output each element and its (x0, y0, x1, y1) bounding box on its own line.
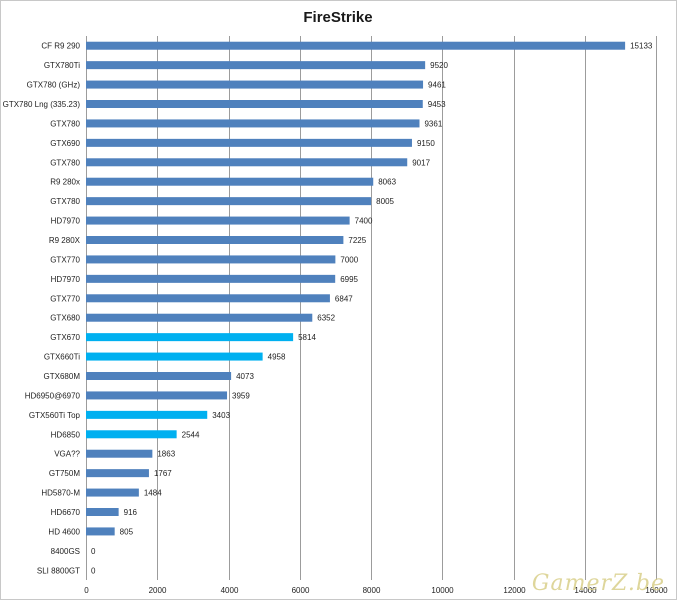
value-label: 6352 (317, 314, 335, 323)
value-label: 9520 (430, 61, 448, 70)
category-label: GT750M (49, 469, 80, 478)
x-tick-label: 12000 (503, 586, 526, 595)
bar (86, 177, 374, 186)
value-label: 3959 (232, 391, 250, 400)
bar (86, 119, 420, 128)
value-label: 9361 (424, 119, 442, 128)
x-tick-label: 16000 (645, 586, 668, 595)
bar (86, 216, 350, 225)
category-label: R9 280x (50, 178, 80, 187)
bar (86, 527, 115, 536)
category-label: HD7970 (51, 275, 81, 284)
category-label: HD6950@6970 (25, 391, 81, 400)
x-tick-label: 6000 (292, 586, 310, 595)
category-label: GTX680M (44, 372, 81, 381)
bar (86, 430, 177, 439)
value-label: 7000 (340, 255, 358, 264)
bar (86, 61, 426, 70)
value-label: 7400 (355, 217, 373, 226)
category-label: HD 4600 (48, 527, 80, 536)
gridlines (86, 36, 657, 580)
category-label: HD5870-M (41, 489, 80, 498)
category-label: HD7970 (51, 217, 81, 226)
bar (86, 274, 336, 283)
value-label: 805 (120, 527, 134, 536)
category-label: GTX560Ti Top (29, 411, 81, 420)
value-label: 0 (91, 547, 96, 556)
bar (86, 391, 228, 400)
bar (86, 508, 119, 516)
value-label: 2544 (182, 430, 200, 439)
bar (86, 372, 232, 380)
x-axis-ticks: 0 2000 4000 6000 8000 10000 12000 14000 16000 (84, 586, 668, 595)
bar (86, 197, 372, 206)
category-label: GTX770 (50, 255, 80, 264)
category-label: CF R9 290 (41, 42, 80, 51)
bar (86, 410, 208, 419)
bar (86, 100, 423, 108)
value-label: 7225 (348, 236, 366, 245)
category-label: VGA?? (54, 450, 80, 459)
value-label: 8005 (376, 197, 394, 206)
value-label: 9150 (417, 139, 435, 148)
bar (86, 255, 336, 264)
value-label: 3403 (212, 411, 230, 420)
bar (86, 488, 139, 497)
bar (86, 138, 412, 147)
value-label: 1767 (154, 469, 172, 478)
value-label: 6847 (335, 294, 353, 303)
category-label: GTX670 (50, 333, 80, 342)
bar (86, 294, 330, 303)
value-labels: 15133 9520 9461 9453 9361 9150 9017 8063 8005 740… (91, 42, 653, 576)
x-tick-label: 8000 (363, 586, 381, 595)
category-label: GTX780 (GHz) (27, 81, 81, 90)
value-label: 8063 (378, 178, 396, 187)
x-tick-label: 2000 (149, 586, 167, 595)
category-label: GTX780 Lng (335.23) (3, 100, 81, 109)
bars (86, 41, 626, 536)
category-label: 8400GS (51, 547, 80, 556)
bar (86, 469, 149, 478)
bar (86, 333, 294, 342)
value-label: 916 (124, 508, 138, 517)
value-label: 6995 (340, 275, 358, 284)
x-tick-label: 0 (84, 586, 89, 595)
category-label: HD6850 (51, 430, 81, 439)
value-label: 9017 (412, 158, 430, 167)
value-label: 15133 (630, 42, 653, 51)
chart-title: FireStrike (303, 9, 372, 26)
value-label: 4073 (236, 372, 254, 381)
category-label: GTX780 (50, 119, 80, 128)
value-label: 4958 (268, 353, 286, 362)
bar (86, 80, 424, 89)
bar (86, 236, 344, 244)
category-label: GTX660Ti (44, 353, 80, 362)
value-label: 9453 (428, 100, 446, 109)
value-label: 0 (91, 566, 96, 575)
value-label: 9461 (428, 81, 446, 90)
bar (86, 449, 153, 458)
category-labels: CF R9 290 GTX780Ti GTX780 (GHz) GTX780 Lng … (3, 42, 81, 576)
category-label: GTX780 (50, 197, 80, 206)
bar (86, 158, 408, 167)
watermark-logo: GamerZ.be (531, 571, 665, 596)
category-label: GTX770 (50, 294, 80, 303)
category-label: SLI 8800GT (37, 566, 80, 575)
x-tick-label: 14000 (574, 586, 597, 595)
category-label: GTX780Ti (44, 61, 80, 70)
bar (86, 313, 313, 322)
value-label: 5814 (298, 333, 316, 342)
x-tick-label: 4000 (221, 586, 239, 595)
value-label: 1863 (157, 450, 175, 459)
value-label: 1484 (144, 489, 162, 498)
x-tick-label: 10000 (431, 586, 454, 595)
category-label: GTX780 (50, 158, 80, 167)
category-label: R9 280X (49, 236, 81, 245)
bar (86, 41, 626, 50)
category-label: GTX690 (50, 139, 80, 148)
bar (86, 352, 263, 361)
category-label: GTX680 (50, 314, 80, 323)
category-label: HD6670 (51, 508, 81, 517)
